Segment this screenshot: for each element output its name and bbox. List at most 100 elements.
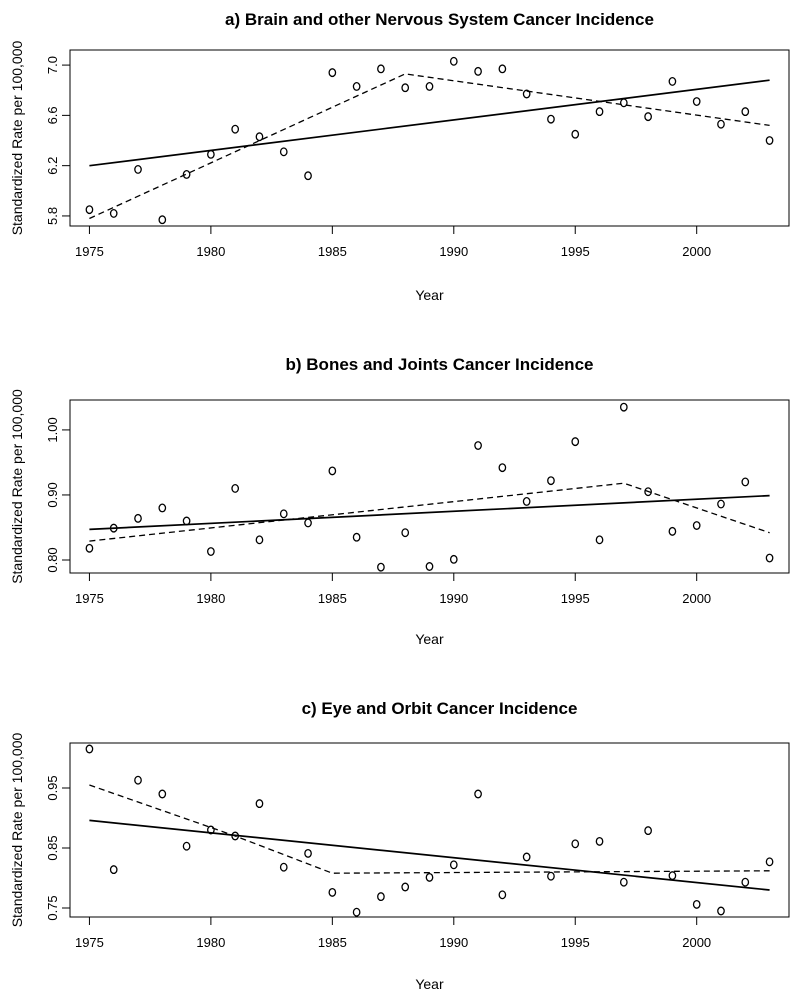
y-tick-label: 6.2 xyxy=(45,157,60,175)
chart-title: c) Eye and Orbit Cancer Incidence xyxy=(302,699,578,718)
data-point xyxy=(134,775,142,785)
x-axis-label: Year xyxy=(415,976,444,992)
y-tick-label: 0.80 xyxy=(45,547,60,572)
data-point xyxy=(498,890,507,900)
joinpoint-fit-line xyxy=(89,784,770,874)
linear-fit-line xyxy=(89,494,770,531)
data-point xyxy=(547,114,555,124)
data-point xyxy=(377,892,385,902)
data-point xyxy=(425,82,434,91)
data-point xyxy=(255,535,264,545)
data-point xyxy=(352,82,361,91)
x-tick-label: 2000 xyxy=(682,935,711,950)
chart-panel-3: c) Eye and Orbit Cancer Incidence 1975 198… xyxy=(9,699,790,992)
data-point xyxy=(158,503,167,513)
data-point xyxy=(449,56,458,66)
data-point xyxy=(109,208,118,218)
data-point xyxy=(401,882,410,892)
data-point xyxy=(377,562,385,572)
joinpoint-fit-line xyxy=(89,73,770,220)
data-point xyxy=(279,147,288,157)
plot-frame xyxy=(69,49,790,227)
x-tick-label: 1985 xyxy=(318,935,347,950)
data-point xyxy=(158,215,167,225)
data-point xyxy=(692,521,701,530)
data-point xyxy=(304,848,312,858)
data-point xyxy=(231,124,240,134)
data-point xyxy=(182,170,191,179)
data-point xyxy=(449,554,458,564)
data-point xyxy=(717,499,725,509)
data-point xyxy=(692,899,701,909)
x-axis-label: Year xyxy=(415,631,444,647)
data-point xyxy=(231,831,240,841)
data-point xyxy=(741,477,750,487)
data-point xyxy=(85,744,94,754)
data-point xyxy=(207,149,215,159)
data-point xyxy=(85,543,94,553)
data-point xyxy=(644,487,652,497)
y-tick-label: 0.90 xyxy=(45,482,60,507)
x-tick-label: 1995 xyxy=(561,244,590,259)
data-point xyxy=(109,523,118,533)
data-point xyxy=(352,532,361,542)
data-point xyxy=(571,839,580,849)
x-tick-label: 1980 xyxy=(196,591,225,606)
y-tick-label: 7.0 xyxy=(45,56,60,74)
x-tick-label: 1995 xyxy=(561,935,590,950)
data-point xyxy=(498,64,507,74)
data-point xyxy=(182,841,191,851)
y-tick-label: 0.75 xyxy=(45,895,60,920)
x-tick-label: 2000 xyxy=(682,591,711,606)
data-point xyxy=(595,535,604,545)
data-point xyxy=(109,865,118,875)
data-point xyxy=(425,872,434,882)
data-point xyxy=(619,877,628,887)
x-tick-label: 1980 xyxy=(196,244,225,259)
data-point xyxy=(547,871,555,881)
data-point xyxy=(668,526,677,536)
data-point xyxy=(182,516,191,526)
data-point xyxy=(207,825,215,835)
data-point xyxy=(522,89,531,99)
x-tick-label: 1985 xyxy=(318,244,347,259)
data-point xyxy=(547,476,555,486)
y-tick-label: 6.6 xyxy=(45,106,60,124)
y-axis-label: Standardized Rate per 100,000 xyxy=(9,389,25,584)
x-tick-label: 1975 xyxy=(75,935,104,950)
x-tick-label: 1980 xyxy=(196,935,225,950)
data-point xyxy=(158,789,167,799)
data-point xyxy=(595,107,604,117)
data-point xyxy=(522,852,531,862)
y-tick-label: 0.95 xyxy=(45,775,60,800)
data-point xyxy=(207,547,215,556)
y-axis-label: Standardized Rate per 100,000 xyxy=(9,40,25,235)
data-point xyxy=(134,164,142,174)
data-point xyxy=(352,907,361,917)
x-tick-label: 1975 xyxy=(75,244,104,259)
chart-title: a) Brain and other Nervous System Cancer… xyxy=(225,10,654,29)
chart-panel-1: a) Brain and other Nervous System Cancer… xyxy=(9,10,790,303)
chart-title: b) Bones and Joints Cancer Incidence xyxy=(286,355,594,374)
data-point xyxy=(765,553,774,563)
data-point xyxy=(279,862,288,872)
data-point xyxy=(304,518,312,528)
y-tick-label: 0.85 xyxy=(45,835,60,860)
data-point xyxy=(668,76,677,86)
x-tick-label: 1990 xyxy=(439,935,468,950)
data-point xyxy=(498,463,507,473)
data-point xyxy=(449,860,458,870)
data-point xyxy=(668,871,677,881)
plot-frame xyxy=(69,742,790,918)
data-point xyxy=(644,826,652,836)
data-point xyxy=(231,484,240,493)
x-tick-label: 1975 xyxy=(75,591,104,606)
data-point xyxy=(741,107,750,117)
data-point xyxy=(255,132,264,142)
data-point xyxy=(328,466,337,476)
linear-fit-line xyxy=(89,819,770,891)
joinpoint-fit-line xyxy=(89,482,770,542)
data-point xyxy=(401,528,410,538)
data-point xyxy=(425,562,434,571)
